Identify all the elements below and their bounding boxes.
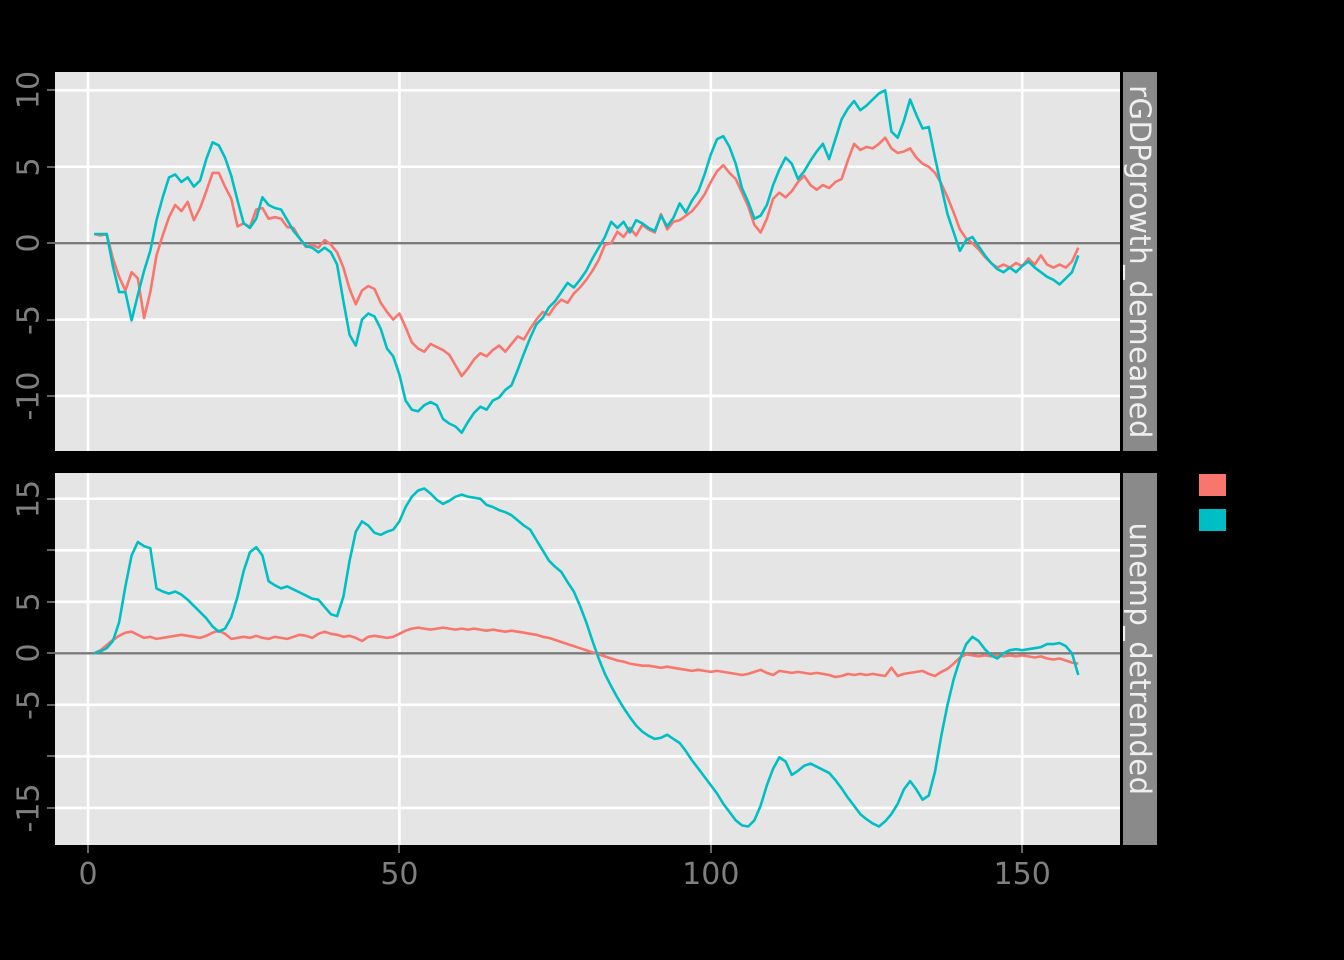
- panel-unemp-detrended: [55, 473, 1120, 845]
- y-axis-tick: [47, 89, 55, 92]
- y-axis-label: -5: [11, 689, 47, 720]
- y-axis-tick: [47, 549, 55, 552]
- y-axis-tick: [47, 755, 55, 758]
- x-axis-tick: [87, 845, 89, 853]
- y-axis-tick: [47, 318, 55, 321]
- legend-key-teal: [1199, 509, 1226, 531]
- legend-key-salmon: [1199, 474, 1226, 496]
- facet-strip-unemp: unemp_detrended: [1123, 473, 1157, 845]
- y-axis-label: 15: [11, 479, 47, 518]
- y-axis-label: -10: [11, 371, 47, 421]
- facet-strip-rgdpgrowth: rGDPgrowth_demeaned: [1123, 72, 1157, 451]
- series-2-teal-line: [94, 88, 1080, 435]
- y-axis-tick: [47, 806, 55, 809]
- y-axis-label: 0: [11, 233, 47, 253]
- y-axis-tick: [47, 652, 55, 655]
- y-axis-label: 10: [11, 71, 47, 110]
- x-axis-tick: [1021, 845, 1024, 853]
- panel-rgdpgrowth-demeaned: [55, 72, 1120, 451]
- rgdpgrowth-plot-area: [55, 72, 1120, 451]
- y-axis-tick: [47, 394, 55, 397]
- x-axis-tick: [709, 845, 712, 853]
- y-axis-label: 5: [11, 592, 47, 612]
- unemp-plot-area: [55, 473, 1120, 845]
- x-axis-label: 150: [993, 857, 1051, 892]
- y-axis-label: -15: [11, 783, 47, 833]
- y-axis-tick: [47, 600, 55, 603]
- y-axis-tick: [47, 242, 55, 245]
- y-axis-tick: [47, 497, 55, 500]
- series-2-teal-line: [93, 487, 1080, 828]
- facet-strip-label-unemp: unemp_detrended: [1123, 522, 1157, 796]
- y-axis-tick: [47, 703, 55, 706]
- facet-strip-label-rgdpgrowth: rGDPgrowth_demeaned: [1123, 84, 1157, 439]
- x-axis-label: 0: [78, 857, 98, 892]
- x-axis-tick: [398, 845, 401, 853]
- y-axis-tick: [47, 165, 55, 168]
- y-axis-label: -5: [11, 304, 47, 335]
- x-axis-label: 100: [682, 857, 740, 892]
- y-axis-label: 0: [11, 643, 47, 663]
- y-axis-label: 5: [11, 157, 47, 177]
- series-1-salmon-line: [93, 136, 1080, 378]
- series-1-salmon-line: [93, 626, 1079, 679]
- x-axis-label: 50: [380, 857, 419, 892]
